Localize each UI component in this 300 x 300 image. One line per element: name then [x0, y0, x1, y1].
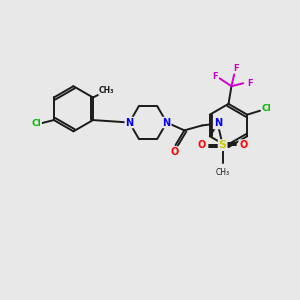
Text: F: F [247, 79, 253, 88]
Text: Cl: Cl [32, 119, 41, 128]
Text: Cl: Cl [262, 104, 272, 113]
Text: CH₃: CH₃ [216, 168, 230, 177]
Text: F: F [212, 72, 218, 81]
Text: N: N [125, 118, 134, 128]
Text: O: O [170, 147, 179, 157]
Text: O: O [239, 140, 248, 150]
Text: S: S [219, 140, 226, 150]
Text: N: N [163, 118, 171, 128]
Text: CH₃: CH₃ [99, 86, 115, 95]
Text: N: N [214, 118, 222, 128]
Text: F: F [234, 64, 239, 73]
Text: O: O [198, 140, 206, 150]
